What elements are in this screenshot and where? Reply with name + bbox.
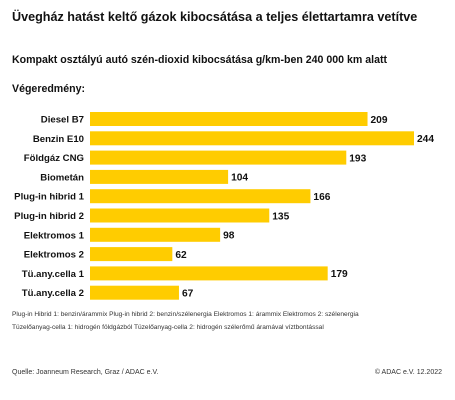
- bar: [90, 208, 270, 223]
- footnote-line-2: Tüzelőanyag-cella 1: hidrogén földgázból…: [12, 324, 324, 331]
- value-label: 135: [272, 211, 289, 222]
- value-label: 62: [175, 250, 187, 261]
- bar: [90, 227, 221, 242]
- category-label: Földgáz CNG: [24, 153, 84, 164]
- category-label: Benzin E10: [33, 134, 84, 145]
- category-label: Diesel B7: [41, 115, 84, 126]
- category-label: Elektromos 2: [24, 250, 84, 261]
- value-label: 209: [371, 115, 388, 126]
- value-label: 244: [417, 134, 434, 145]
- copyright-note: © ADAC e.V. 12.2022: [374, 369, 442, 376]
- category-label: Tü.any.cella 1: [22, 269, 85, 280]
- bar: [90, 112, 368, 126]
- footnote-line-1: Plug-in Hibrid 1: benzin/árammix Plug-in…: [12, 311, 359, 318]
- chart-subtitle: Kompakt osztályú autó szén-dioxid kibocs…: [12, 54, 388, 66]
- value-label: 193: [349, 153, 366, 164]
- value-label: 98: [223, 231, 235, 242]
- bar: [90, 131, 414, 146]
- value-label: 179: [331, 269, 348, 280]
- value-label: 104: [231, 173, 248, 184]
- category-label: Elektromos 1: [24, 230, 85, 241]
- category-label: Biometán: [40, 172, 84, 183]
- source-note: Quelle: Joanneum Research, Graz / ADAC e…: [12, 369, 159, 376]
- bar: [90, 266, 328, 281]
- bar: [90, 169, 229, 184]
- category-label: Plug-in hibrid 2: [14, 211, 84, 222]
- bar: [90, 285, 179, 300]
- result-label: Végeredmény:: [12, 83, 86, 95]
- bar: [90, 150, 347, 165]
- value-label: 166: [313, 192, 330, 203]
- chart-title: Üvegház hatást keltő gázok kibocsátása a…: [12, 10, 418, 24]
- category-label: Tü.any.cella 2: [22, 288, 84, 299]
- bar: [90, 189, 311, 204]
- category-label: Plug-in hibrid 1: [14, 192, 84, 203]
- bar-chart: Diesel B7 209 Benzin E10 244 Földgáz CNG 193 B…: [14, 112, 434, 300]
- bar: [90, 247, 173, 262]
- value-label: 67: [182, 289, 194, 300]
